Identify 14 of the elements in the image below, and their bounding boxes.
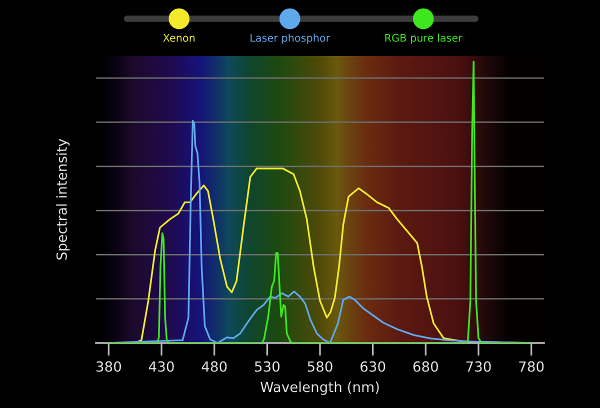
x-tick-label: 730 (466, 361, 491, 372)
x-tick-label: 780 (519, 361, 544, 372)
x-tick-label: 430 (148, 361, 174, 372)
x-tick-label: 530 (254, 361, 280, 372)
legend-label: Laser phosphor (250, 34, 330, 44)
x-tick-label: 630 (360, 361, 386, 372)
x-tick-label: 680 (413, 361, 438, 372)
x-tick-label: 380 (96, 361, 122, 372)
x-tick-label: 580 (308, 361, 332, 372)
legend-label: Xenon (163, 34, 195, 42)
y-axis-title: Spectral intensity (56, 138, 70, 260)
x-axis-title: Wavelength (nm) (260, 381, 379, 395)
legend-label: RGB pure laser (385, 34, 462, 44)
x-tick-label: 480 (202, 361, 227, 372)
